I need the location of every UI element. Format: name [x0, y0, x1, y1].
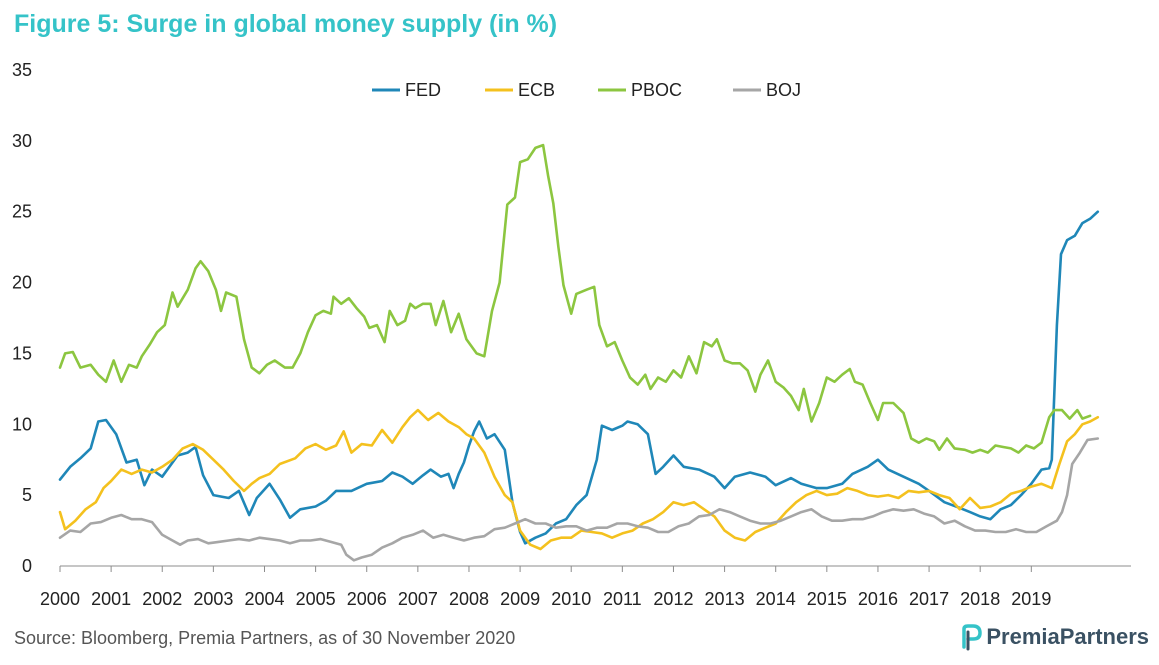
brand-name: PremiaPartners	[986, 624, 1149, 649]
legend-label-pboc: PBOC	[631, 80, 682, 100]
y-tick-label: 20	[12, 273, 32, 293]
x-tick-label: 2006	[347, 589, 387, 609]
x-tick-label: 2000	[40, 589, 80, 609]
x-tick-label: 2011	[603, 589, 642, 609]
x-tick-label: 2017	[909, 589, 949, 609]
chart-axes: 0 5 10 15 20 25 30 35 2000 2001 2002 2003 2004 2005 20…	[12, 60, 1131, 609]
y-tick-label: 25	[12, 202, 32, 222]
x-tick-label: 2018	[960, 589, 1000, 609]
y-tick-label: 0	[22, 556, 32, 576]
x-tick-label: 2014	[756, 589, 796, 609]
y-tick-label: 15	[12, 343, 32, 363]
x-tick-label: 2008	[449, 589, 489, 609]
series-line-ecb	[58, 408, 1100, 551]
series-line-boj	[58, 437, 1100, 562]
x-tick-label: 2010	[551, 589, 591, 609]
x-tick-label: 2004	[244, 589, 284, 609]
x-tick-label: 2007	[398, 589, 438, 609]
x-tick-label: 2012	[653, 589, 693, 609]
x-tick-label: 2005	[296, 589, 336, 609]
y-tick-label: 35	[12, 60, 32, 80]
x-tick-label: 2015	[807, 589, 847, 609]
chart-title: Figure 5: Surge in global money supply (…	[14, 10, 558, 38]
legend-label-fed: FED	[405, 80, 441, 100]
x-tick-label: 2003	[193, 589, 233, 609]
series-line-pboc	[58, 143, 1092, 454]
source-note: Source: Bloomberg, Premia Partners, as o…	[14, 628, 516, 648]
series-line-fed	[58, 210, 1100, 545]
legend-label-ecb: ECB	[518, 80, 555, 100]
legend-label-boj: BOJ	[766, 80, 801, 100]
x-tick-label: 2013	[705, 589, 745, 609]
chart-legend: FED ECB PBOC BOJ	[372, 80, 801, 100]
y-tick-label: 10	[12, 414, 32, 434]
y-tick-label: 30	[12, 131, 32, 151]
x-tick-label: 2009	[500, 589, 540, 609]
premia-logo-icon	[962, 624, 983, 651]
x-tick-label: 2002	[142, 589, 182, 609]
y-tick-label: 5	[22, 485, 32, 505]
series-lines	[58, 143, 1100, 562]
brand-logo: PremiaPartners	[958, 622, 1149, 652]
x-tick-label: 2001	[91, 589, 131, 609]
x-tick-label: 2019	[1011, 589, 1051, 609]
x-tick-label: 2016	[858, 589, 898, 609]
